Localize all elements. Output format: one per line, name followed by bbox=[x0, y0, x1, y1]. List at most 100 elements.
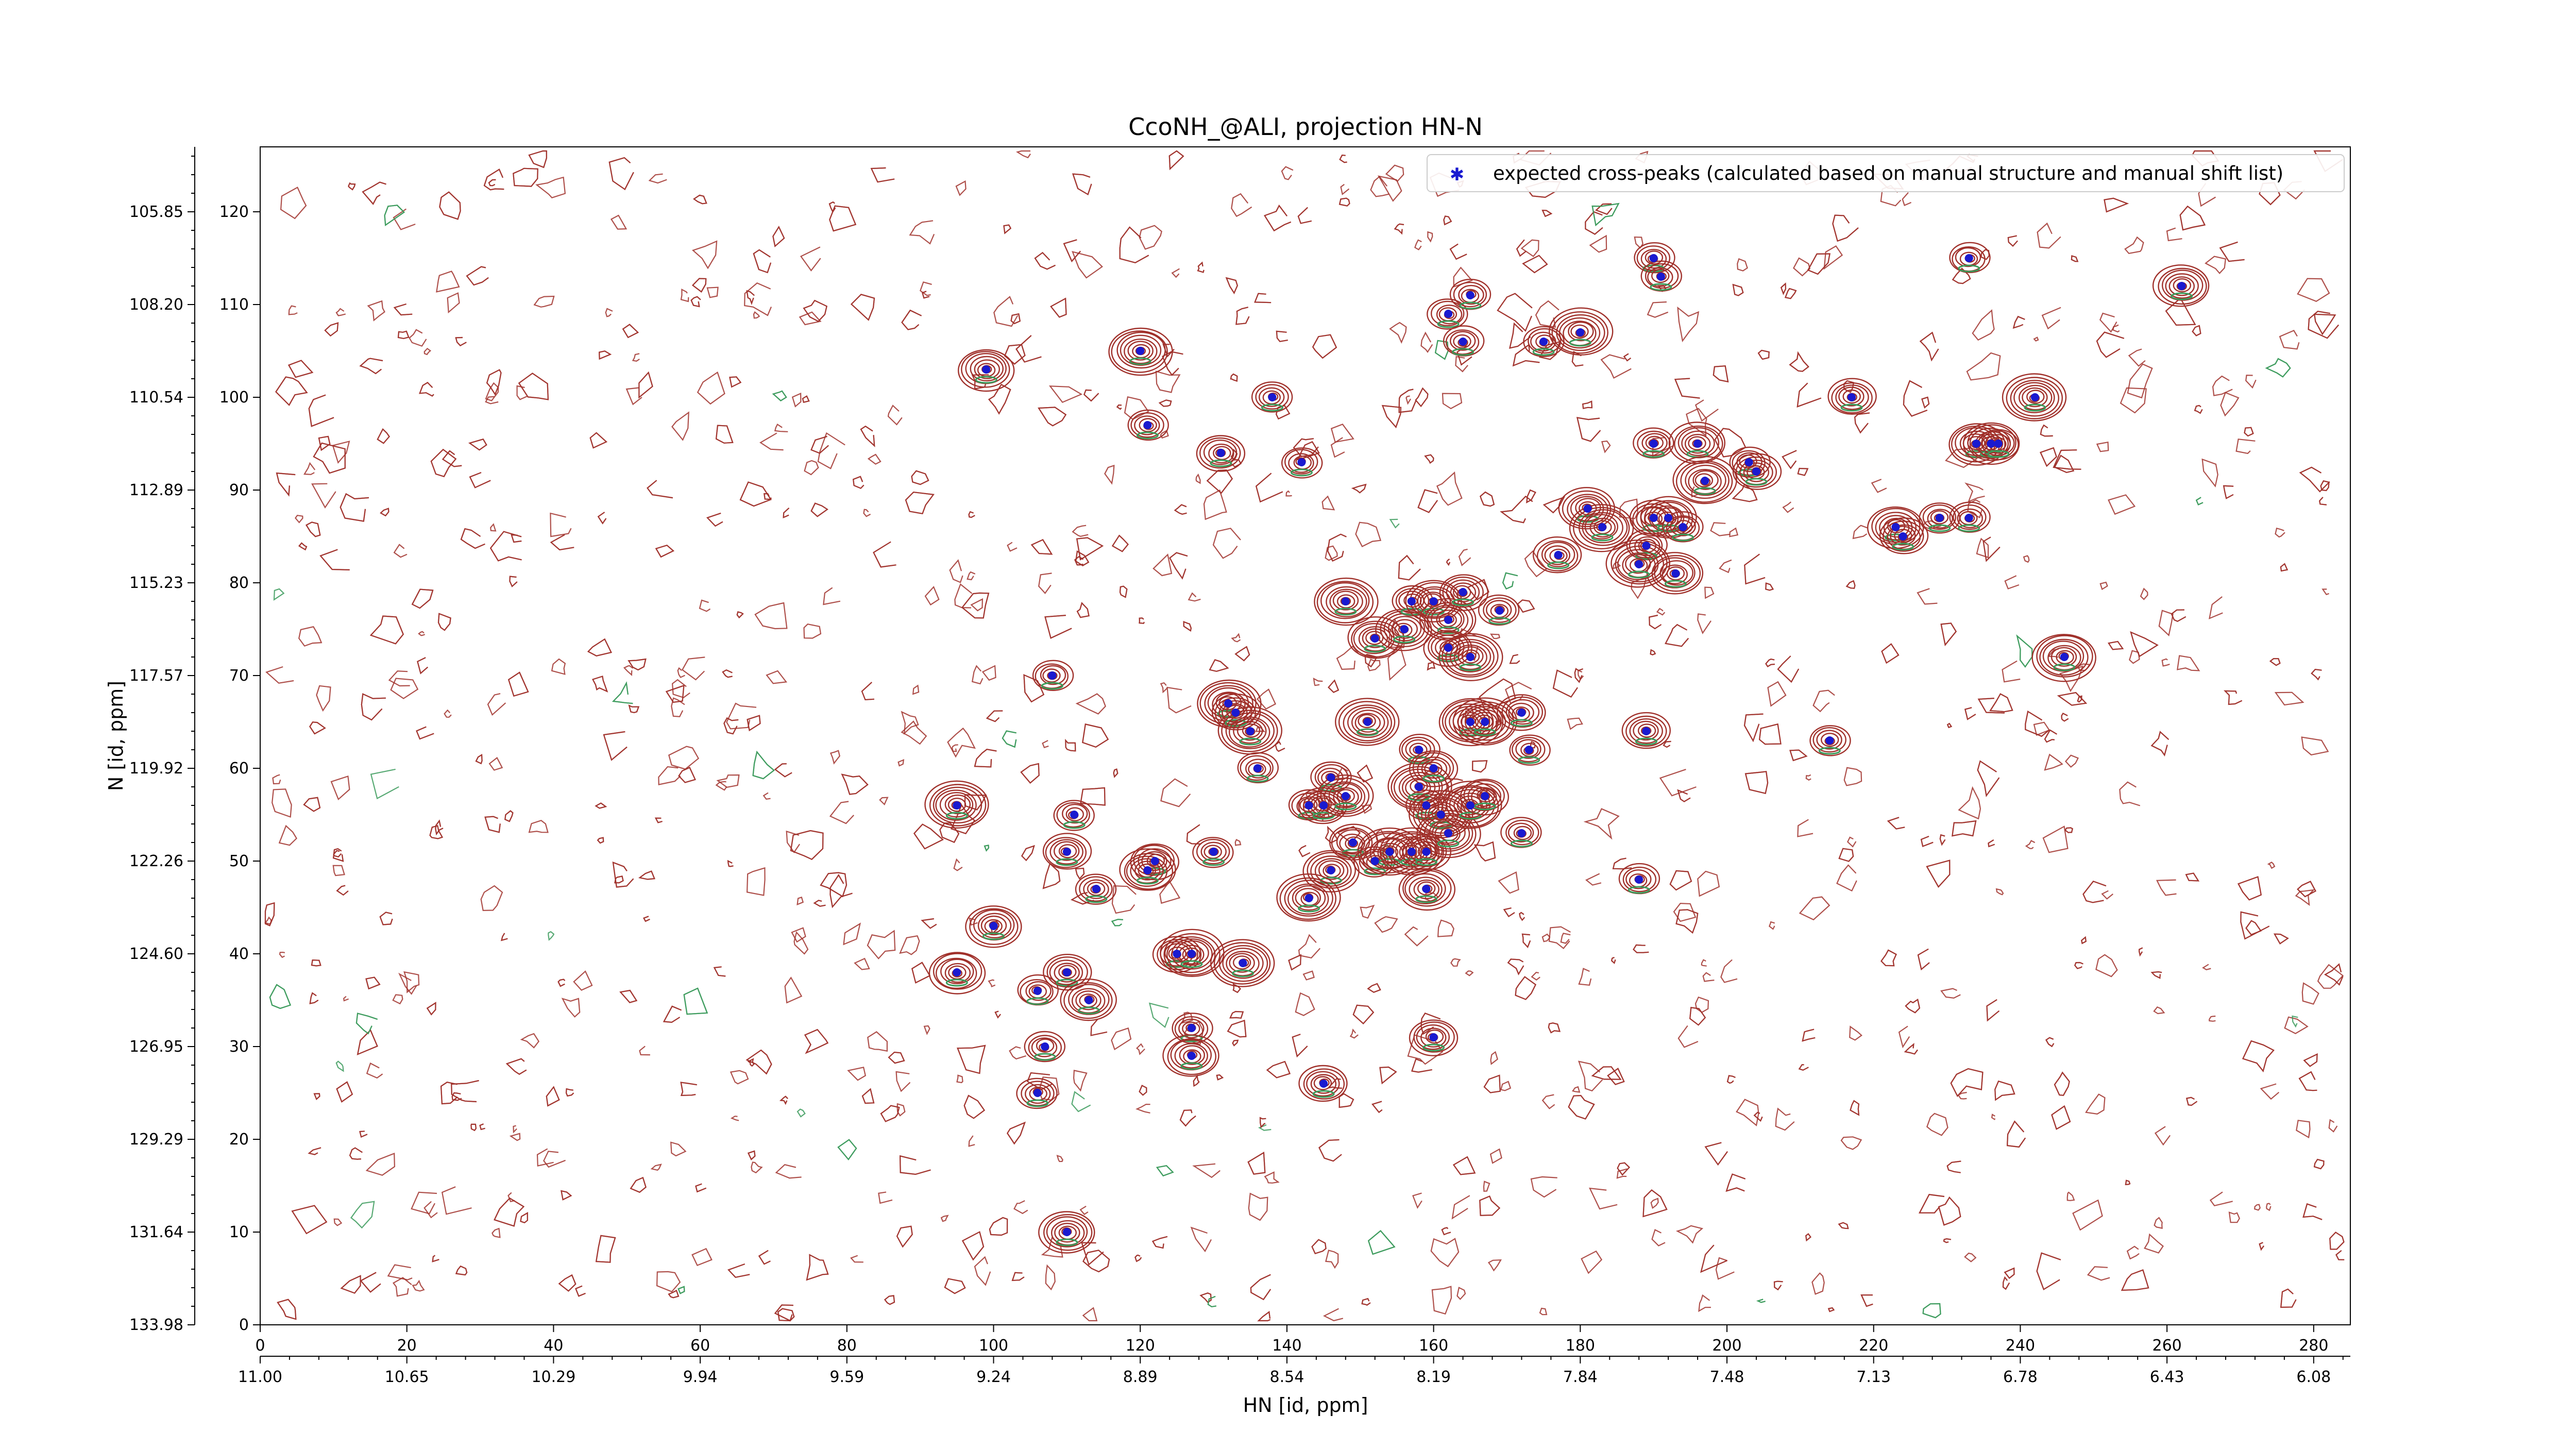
noise-contour bbox=[2171, 609, 2187, 622]
x-axis-label: HN [id, ppm] bbox=[1243, 1394, 1368, 1417]
peak-contour bbox=[1548, 307, 1614, 356]
noise-contour bbox=[2335, 1250, 2345, 1260]
noise-contour bbox=[1338, 1093, 1354, 1108]
noise-contour bbox=[348, 182, 356, 191]
peak-contour bbox=[1439, 574, 1489, 611]
noise-contour bbox=[2220, 392, 2240, 417]
noise-contour bbox=[949, 559, 963, 583]
noise-contour bbox=[867, 930, 896, 959]
noise-contour bbox=[1155, 370, 1181, 393]
noise-contour bbox=[2313, 1158, 2325, 1170]
noise-contour bbox=[1726, 1075, 1736, 1084]
peak-contour bbox=[1032, 660, 1074, 692]
noise-contour bbox=[1720, 959, 1738, 983]
peak-marker bbox=[1033, 987, 1042, 995]
noise-contour bbox=[2101, 890, 2113, 900]
noise-contour bbox=[1073, 1070, 1088, 1092]
noise-contour bbox=[1111, 1027, 1132, 1051]
noise-contour bbox=[2033, 721, 2050, 736]
noise-contour bbox=[1946, 1160, 1961, 1173]
noise-contour bbox=[2006, 1120, 2026, 1148]
noise-contour bbox=[349, 1147, 363, 1160]
noise-contour bbox=[2166, 227, 2182, 242]
noise-contour bbox=[1729, 527, 1739, 537]
noise-contour bbox=[490, 523, 497, 532]
noise-contour bbox=[269, 984, 292, 1009]
noise-contour bbox=[774, 1304, 793, 1322]
noise-contour bbox=[1588, 1187, 1618, 1210]
noise-contour bbox=[1548, 1022, 1561, 1034]
noise-contour bbox=[390, 678, 419, 699]
peak-marker bbox=[1319, 801, 1328, 810]
x-index-tick-label: 60 bbox=[690, 1337, 710, 1355]
noise-contour bbox=[887, 405, 903, 426]
noise-contour bbox=[896, 1225, 913, 1248]
peak-contour bbox=[1478, 594, 1520, 626]
peak-marker bbox=[1436, 811, 1445, 819]
noise-contour bbox=[747, 715, 761, 732]
peak-contour bbox=[1605, 540, 1670, 588]
noise-contour bbox=[507, 671, 529, 697]
noise-contour bbox=[1659, 769, 1697, 797]
noise-contour bbox=[1234, 646, 1250, 662]
noise-contour bbox=[699, 599, 711, 612]
noise-contour bbox=[479, 1123, 485, 1131]
noise-contour bbox=[505, 1058, 527, 1075]
noise-contour bbox=[867, 453, 882, 465]
noise-contour bbox=[1295, 992, 1315, 1016]
peak-contour bbox=[1427, 298, 1468, 330]
noise-contour bbox=[1710, 522, 1730, 536]
noise-contour bbox=[953, 858, 963, 871]
noise-contour bbox=[2259, 1242, 2264, 1251]
peak-contour bbox=[1398, 868, 1456, 911]
noise-contour bbox=[1151, 1236, 1168, 1249]
noise-contour bbox=[963, 1094, 986, 1119]
noise-contour bbox=[1650, 1198, 1659, 1209]
noise-contour bbox=[1311, 1239, 1327, 1255]
noise-contour bbox=[1675, 1225, 1704, 1244]
noise-contour bbox=[2311, 668, 2322, 681]
noise-contour bbox=[1285, 490, 1292, 497]
noise-contour bbox=[1124, 396, 1149, 420]
noise-contour bbox=[1079, 1205, 1089, 1215]
noise-contour bbox=[628, 704, 640, 714]
noise-contour bbox=[1744, 771, 1769, 795]
noise-contour bbox=[1160, 682, 1168, 694]
noise-contour bbox=[455, 336, 467, 347]
peak-marker bbox=[1576, 328, 1585, 336]
noise-contour bbox=[1988, 839, 1995, 848]
peak-marker bbox=[1216, 449, 1225, 457]
noise-contour bbox=[1472, 760, 1488, 773]
noise-contour bbox=[1939, 834, 1946, 846]
noise-contour bbox=[1807, 253, 1831, 275]
noise-contour bbox=[1038, 407, 1067, 427]
peak-contour bbox=[1532, 536, 1582, 574]
peak-contour bbox=[1288, 789, 1330, 821]
noise-contour bbox=[697, 371, 725, 405]
noise-contour bbox=[1083, 389, 1099, 402]
noise-contour bbox=[1367, 1229, 1396, 1255]
noise-contour bbox=[772, 226, 785, 247]
noise-contour bbox=[764, 493, 772, 500]
contour-layer bbox=[264, 150, 2345, 1322]
noise-contour bbox=[628, 658, 647, 671]
noise-contour bbox=[492, 1227, 501, 1238]
noise-contour bbox=[1519, 912, 1526, 921]
x-ppm-tick-label: 6.43 bbox=[2150, 1368, 2184, 1386]
noise-contour bbox=[1753, 1111, 1763, 1122]
noise-contour bbox=[409, 329, 427, 347]
noise-contour bbox=[1417, 489, 1438, 513]
noise-contour bbox=[774, 763, 792, 778]
peak-marker bbox=[1524, 746, 1533, 754]
x-ppm-tick-label: 11.00 bbox=[238, 1368, 282, 1386]
noise-contour bbox=[727, 1263, 750, 1278]
noise-contour bbox=[1500, 495, 1533, 524]
noise-contour bbox=[1964, 1252, 1977, 1262]
noise-contour bbox=[1415, 387, 1429, 408]
noise-contour bbox=[746, 867, 766, 896]
noise-contour bbox=[2124, 236, 2144, 254]
peak-contour bbox=[1119, 848, 1176, 891]
noise-contour bbox=[1412, 1192, 1422, 1209]
noise-contour bbox=[1581, 1250, 1603, 1274]
noise-contour bbox=[1775, 1107, 1795, 1131]
